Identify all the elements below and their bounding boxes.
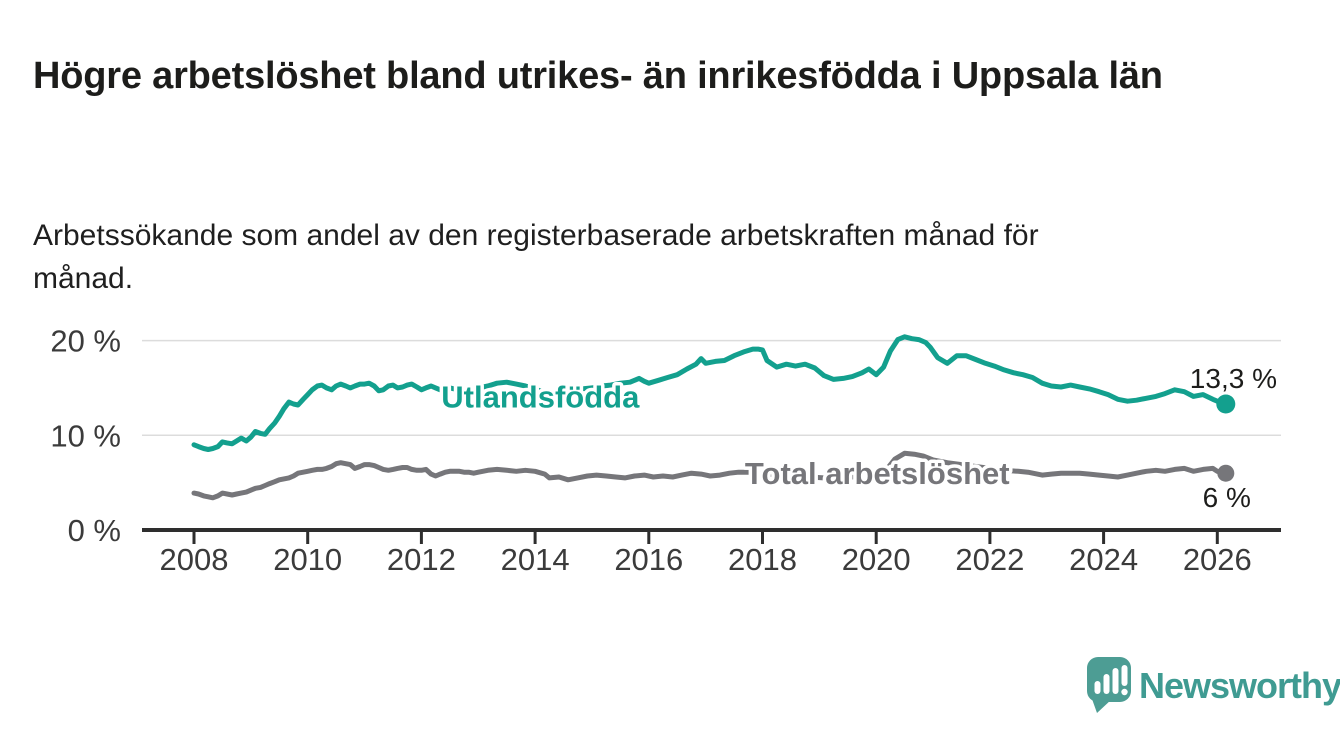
- x-axis-tick-label: 2022: [955, 542, 1024, 577]
- x-axis-tick-label: 2026: [1183, 542, 1252, 577]
- series-line-utlandsfodda: [191, 334, 1229, 452]
- series-end-dot-utlandsfodda: [1216, 394, 1236, 414]
- x-axis-tick-label: 2018: [728, 542, 797, 577]
- page-subtitle: Arbetssökande som andel av den registerb…: [33, 219, 1039, 295]
- page-title: Högre arbetslöshet bland utrikes- än inr…: [33, 55, 1163, 98]
- x-axis-tick-label: 2024: [1069, 542, 1138, 577]
- y-axis-tick-label: 0 %: [68, 513, 121, 548]
- series-label-utlandsfodda: Utlandsfödda: [441, 379, 640, 414]
- y-axis-tick-label: 10 %: [50, 418, 121, 453]
- newsworthy-logo-text: Newsworthy: [1139, 665, 1340, 706]
- series-end-value-total-arbetsloshet: 6 %: [1203, 482, 1251, 513]
- x-axis-tick-label: 2008: [160, 542, 229, 577]
- newsworthy-logo-icon: [1087, 657, 1131, 713]
- x-axis-tick-label: 2010: [273, 542, 342, 577]
- x-axis-tick-label: 2014: [501, 542, 570, 577]
- x-axis-tick-label: 2020: [842, 542, 911, 577]
- x-axis-tick-label: 2012: [387, 542, 456, 577]
- series-line-total-arbetsloshet: [191, 450, 1229, 501]
- series-label-total-arbetsloshet: Total arbetslöshet: [745, 456, 1010, 491]
- series-end-dot-total-arbetsloshet: [1217, 464, 1235, 482]
- x-axis-tick-label: 2016: [614, 542, 683, 577]
- series-end-value-utlandsfodda: 13,3 %: [1190, 363, 1277, 394]
- y-axis-tick-label: 20 %: [50, 324, 121, 359]
